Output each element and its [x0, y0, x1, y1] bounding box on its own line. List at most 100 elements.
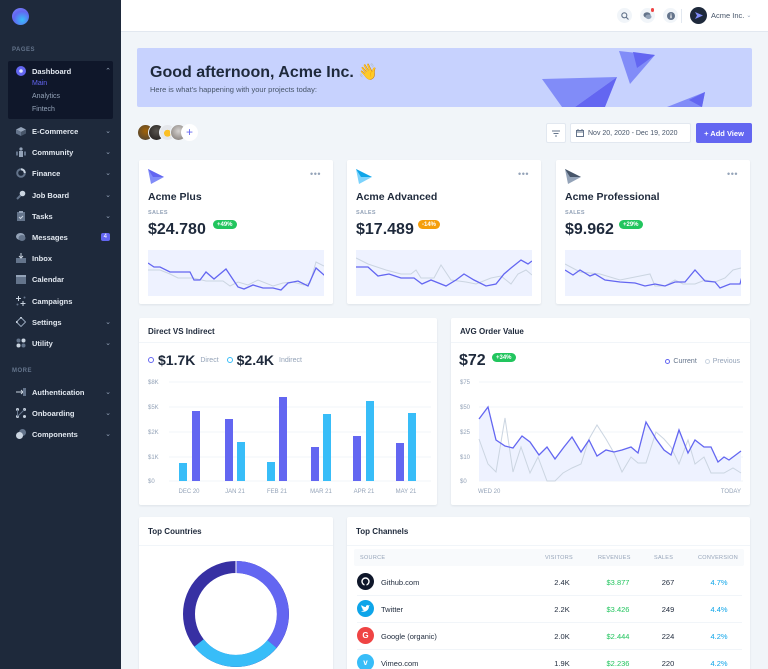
column-header-source: SOURCE	[360, 555, 386, 561]
legend-previous: Previous	[712, 358, 740, 365]
sidebar-item-authentication[interactable]: Authentication ⌄	[16, 385, 112, 399]
top-countries-card: Top Countries	[139, 517, 333, 669]
chevron-down-icon: ⌄	[105, 340, 111, 347]
date-range-text: Nov 20, 2020 - Dec 19, 2020	[588, 129, 678, 137]
tasks-icon	[16, 211, 26, 221]
section-label-more: MORE	[12, 368, 32, 374]
chevron-down-icon: ⌄	[105, 170, 111, 177]
section-label-pages: PAGES	[12, 47, 36, 53]
svg-text:$1K: $1K	[148, 455, 159, 461]
ecommerce-icon	[16, 126, 26, 136]
add-view-button[interactable]: + Add View	[696, 123, 752, 143]
settings-icon	[16, 317, 26, 327]
product-name: Acme Advanced	[356, 191, 438, 203]
sidebar-subitem-analytics[interactable]: Analytics	[32, 93, 61, 100]
indirect-value: $2.4K	[236, 352, 274, 368]
table-row[interactable]: Github.com 2.4K $3.877 267 4.7%	[357, 569, 742, 596]
legend-dot-current	[665, 359, 671, 364]
top-channels-card: Top Channels SOURCE VISITORS REVENUES SA…	[347, 517, 750, 669]
more-menu-button[interactable]: •••	[518, 169, 529, 179]
twitter-icon	[357, 600, 374, 617]
x-label-end: TODAY	[721, 489, 741, 495]
svg-text:MAY 21: MAY 21	[396, 489, 417, 495]
sidebar-item-settings[interactable]: Settings ⌄	[16, 315, 112, 329]
header-divider	[681, 9, 682, 23]
column-header-conversion: CONVERSION	[698, 555, 738, 561]
app-logo[interactable]	[12, 8, 29, 25]
filter-button[interactable]	[546, 123, 566, 143]
chevron-up-icon: ⌃	[105, 68, 111, 75]
sidebar-subitem-main[interactable]: Main	[32, 80, 48, 87]
messages-button[interactable]	[640, 8, 655, 23]
onboarding-icon	[16, 408, 26, 418]
sidebar-item-calendar[interactable]: Calendar	[16, 272, 112, 286]
sidebar-item-inbox[interactable]: Inbox	[16, 251, 112, 265]
chevron-down-icon: ⌄	[746, 13, 752, 19]
calendar-icon	[16, 274, 26, 284]
greeting-title: Good afternoon, Acme Inc. 👋	[150, 64, 379, 81]
avg-order-legend: Current Previous	[665, 358, 740, 365]
top-header: Acme Inc. ⌄	[121, 0, 768, 32]
chat-icon	[643, 12, 652, 20]
legend-dot-previous	[704, 359, 710, 364]
table-row[interactable]: v Vimeo.com 1.9K $2.236 220 4.2%	[357, 650, 742, 669]
direct-value: $1.7K	[158, 352, 196, 368]
card-title: Top Countries	[148, 527, 202, 536]
product-name: Acme Plus	[148, 191, 202, 203]
change-badge: +34%	[492, 353, 516, 362]
messages-badge: 4	[100, 233, 110, 241]
sidebar-item-components[interactable]: Components ⌄	[16, 427, 112, 441]
chevron-down-icon: ⌄	[105, 389, 111, 396]
google-icon: G	[357, 627, 374, 644]
svg-text:APR 21: APR 21	[354, 489, 375, 495]
change-badge: +49%	[213, 220, 237, 229]
sidebar-item-messages[interactable]: Messages 4	[16, 230, 112, 244]
svg-text:$0: $0	[460, 479, 467, 485]
sidebar-item-dashboard[interactable]: Dashboard ⌃	[16, 64, 112, 78]
sidebar-item-tasks[interactable]: Tasks ⌄	[16, 209, 112, 223]
chevron-down-icon: ⌄	[105, 149, 111, 156]
authentication-icon	[16, 387, 26, 397]
user-name: Acme Inc.	[711, 11, 745, 20]
add-member-button[interactable]: +	[181, 124, 198, 141]
svg-text:$8K: $8K	[148, 380, 159, 386]
acme-advanced-logo-icon	[356, 169, 372, 184]
svg-text:$2K: $2K	[148, 430, 159, 436]
sidebar-item-utility[interactable]: Utility ⌄	[16, 336, 112, 350]
svg-text:$50: $50	[460, 405, 471, 411]
chevron-down-icon: ⌄	[105, 410, 111, 417]
acme-plus-logo-icon	[148, 169, 164, 184]
search-button[interactable]	[617, 8, 632, 23]
donut-chart	[183, 561, 289, 667]
sidebar-item-community[interactable]: Community ⌄	[16, 145, 112, 159]
date-range-picker[interactable]: Nov 20, 2020 - Dec 19, 2020	[570, 123, 691, 143]
campaigns-icon	[16, 296, 26, 306]
sidebar-item-ecommerce[interactable]: E-Commerce ⌄	[16, 124, 112, 138]
table-row[interactable]: Twitter 2.2K $3.426 249 4.4%	[357, 596, 742, 623]
sidebar-item-finance[interactable]: Finance ⌄	[16, 166, 112, 180]
sales-value: $17.489	[356, 221, 414, 238]
sidebar-item-onboarding[interactable]: Onboarding ⌄	[16, 406, 112, 420]
table-row[interactable]: G Google (organic) 2.0K $2.444 224 4.2%	[357, 623, 742, 650]
column-header-visitors: VISITORS	[545, 555, 573, 561]
welcome-banner: Good afternoon, Acme Inc. 👋 Here is what…	[137, 48, 752, 107]
sales-label: SALES	[148, 210, 168, 216]
sidebar-item-job-board[interactable]: Job Board ⌄	[16, 188, 112, 202]
more-menu-button[interactable]: •••	[727, 169, 738, 179]
svg-text:MAR 21: MAR 21	[310, 489, 332, 495]
notification-dot	[650, 8, 654, 12]
info-button[interactable]	[663, 8, 678, 23]
sidebar-subitem-fintech[interactable]: Fintech	[32, 106, 55, 113]
utility-icon	[16, 338, 26, 348]
filter-icon	[552, 129, 560, 137]
sales-value: $9.962	[565, 221, 614, 238]
chevron-down-icon: ⌄	[105, 431, 111, 438]
svg-text:$5K: $5K	[148, 405, 159, 411]
user-menu[interactable]: Acme Inc. ⌄	[690, 7, 751, 24]
avg-order-value-card: AVG Order Value $72 +34% Current Previou…	[451, 318, 750, 505]
more-menu-button[interactable]: •••	[310, 169, 321, 179]
sparkline-chart	[356, 250, 532, 296]
chevron-down-icon: ⌄	[105, 319, 111, 326]
card-title: Direct VS Indirect	[148, 327, 215, 336]
sidebar-item-campaigns[interactable]: Campaigns	[16, 294, 112, 308]
